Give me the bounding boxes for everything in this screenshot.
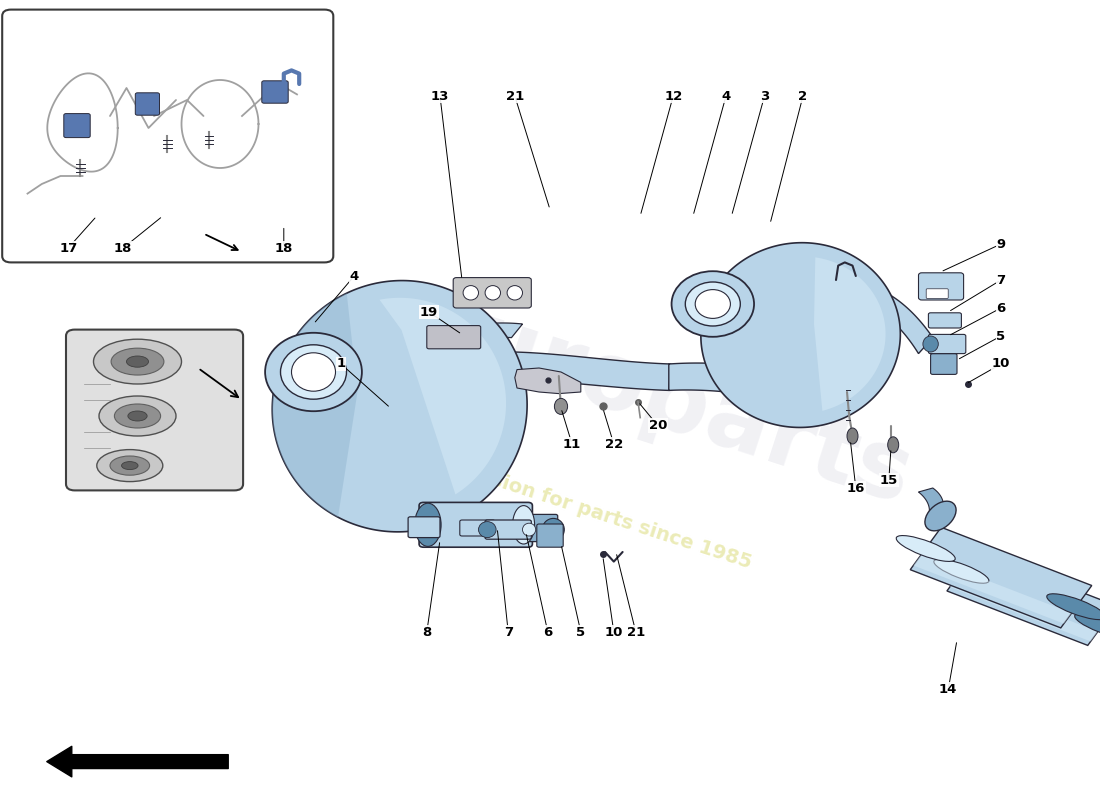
Text: 21: 21 bbox=[506, 90, 524, 102]
Ellipse shape bbox=[542, 518, 564, 541]
Text: 9: 9 bbox=[997, 238, 1005, 250]
Ellipse shape bbox=[847, 428, 858, 444]
Polygon shape bbox=[947, 551, 1100, 646]
Ellipse shape bbox=[99, 396, 176, 436]
Text: 5: 5 bbox=[576, 626, 585, 638]
Text: 4: 4 bbox=[722, 90, 730, 102]
Ellipse shape bbox=[114, 404, 161, 428]
Ellipse shape bbox=[415, 503, 441, 546]
Polygon shape bbox=[701, 242, 900, 427]
Text: 17: 17 bbox=[59, 242, 77, 254]
Text: 3: 3 bbox=[760, 90, 769, 102]
Text: 1: 1 bbox=[337, 358, 345, 370]
Ellipse shape bbox=[292, 353, 336, 391]
Ellipse shape bbox=[671, 271, 755, 337]
Text: 8: 8 bbox=[422, 626, 431, 638]
Text: 16: 16 bbox=[847, 482, 865, 494]
FancyBboxPatch shape bbox=[66, 330, 243, 490]
Polygon shape bbox=[814, 283, 933, 354]
Text: 15: 15 bbox=[880, 474, 898, 486]
Ellipse shape bbox=[126, 356, 148, 367]
Text: 13: 13 bbox=[431, 90, 449, 102]
Polygon shape bbox=[424, 396, 473, 544]
FancyBboxPatch shape bbox=[928, 334, 966, 354]
Text: 6: 6 bbox=[997, 302, 1005, 314]
Ellipse shape bbox=[111, 348, 164, 375]
Ellipse shape bbox=[888, 437, 899, 453]
Text: 2: 2 bbox=[799, 90, 807, 102]
Polygon shape bbox=[402, 323, 522, 360]
Text: 7: 7 bbox=[504, 626, 513, 638]
Text: 18: 18 bbox=[114, 242, 132, 254]
Ellipse shape bbox=[923, 336, 938, 352]
FancyBboxPatch shape bbox=[262, 81, 288, 103]
Ellipse shape bbox=[121, 462, 138, 470]
Polygon shape bbox=[272, 281, 527, 532]
Ellipse shape bbox=[485, 286, 501, 300]
Text: europarts: europarts bbox=[397, 275, 923, 525]
Polygon shape bbox=[910, 527, 1092, 628]
Polygon shape bbox=[451, 352, 671, 390]
Text: a passion for parts since 1985: a passion for parts since 1985 bbox=[433, 452, 755, 572]
FancyBboxPatch shape bbox=[926, 289, 948, 298]
Polygon shape bbox=[379, 298, 506, 494]
Polygon shape bbox=[918, 488, 944, 520]
Ellipse shape bbox=[1075, 614, 1100, 638]
Text: 22: 22 bbox=[605, 438, 623, 450]
Ellipse shape bbox=[925, 501, 956, 531]
Text: 21: 21 bbox=[627, 626, 645, 638]
FancyBboxPatch shape bbox=[427, 326, 481, 349]
FancyBboxPatch shape bbox=[931, 354, 957, 374]
FancyBboxPatch shape bbox=[2, 10, 333, 262]
Ellipse shape bbox=[896, 535, 955, 562]
Text: 14: 14 bbox=[939, 683, 957, 696]
Text: 20: 20 bbox=[649, 419, 667, 432]
Ellipse shape bbox=[280, 345, 346, 399]
Ellipse shape bbox=[554, 398, 568, 414]
Ellipse shape bbox=[1047, 594, 1100, 620]
Ellipse shape bbox=[934, 559, 989, 583]
Ellipse shape bbox=[128, 411, 147, 421]
Ellipse shape bbox=[685, 282, 740, 326]
Text: 11: 11 bbox=[563, 438, 581, 450]
FancyBboxPatch shape bbox=[408, 517, 440, 538]
Polygon shape bbox=[949, 577, 1098, 642]
FancyBboxPatch shape bbox=[928, 313, 961, 328]
Polygon shape bbox=[814, 258, 886, 411]
FancyBboxPatch shape bbox=[460, 520, 495, 536]
FancyBboxPatch shape bbox=[537, 524, 563, 547]
Ellipse shape bbox=[110, 456, 150, 475]
Polygon shape bbox=[913, 555, 1071, 624]
Ellipse shape bbox=[94, 339, 182, 384]
Text: 10: 10 bbox=[605, 626, 623, 638]
FancyBboxPatch shape bbox=[485, 520, 531, 539]
Text: 10: 10 bbox=[992, 358, 1010, 370]
Ellipse shape bbox=[695, 290, 730, 318]
FancyBboxPatch shape bbox=[526, 514, 558, 542]
FancyBboxPatch shape bbox=[918, 273, 964, 300]
Text: 4: 4 bbox=[350, 270, 359, 282]
Ellipse shape bbox=[97, 450, 163, 482]
Text: 12: 12 bbox=[664, 90, 682, 102]
Ellipse shape bbox=[463, 286, 478, 300]
Text: 7: 7 bbox=[997, 274, 1005, 286]
Text: 6: 6 bbox=[543, 626, 552, 638]
Text: 19: 19 bbox=[420, 306, 438, 318]
FancyArrowPatch shape bbox=[47, 746, 228, 777]
FancyBboxPatch shape bbox=[64, 114, 90, 138]
Ellipse shape bbox=[513, 506, 535, 544]
FancyBboxPatch shape bbox=[419, 502, 532, 547]
Polygon shape bbox=[272, 293, 358, 518]
FancyBboxPatch shape bbox=[135, 93, 160, 115]
Text: 5: 5 bbox=[997, 330, 1005, 342]
Ellipse shape bbox=[522, 523, 536, 536]
Ellipse shape bbox=[507, 286, 522, 300]
Ellipse shape bbox=[265, 333, 362, 411]
Text: 18: 18 bbox=[275, 242, 293, 254]
FancyBboxPatch shape bbox=[453, 278, 531, 308]
Polygon shape bbox=[669, 363, 761, 396]
Polygon shape bbox=[515, 368, 581, 394]
Ellipse shape bbox=[478, 522, 496, 538]
